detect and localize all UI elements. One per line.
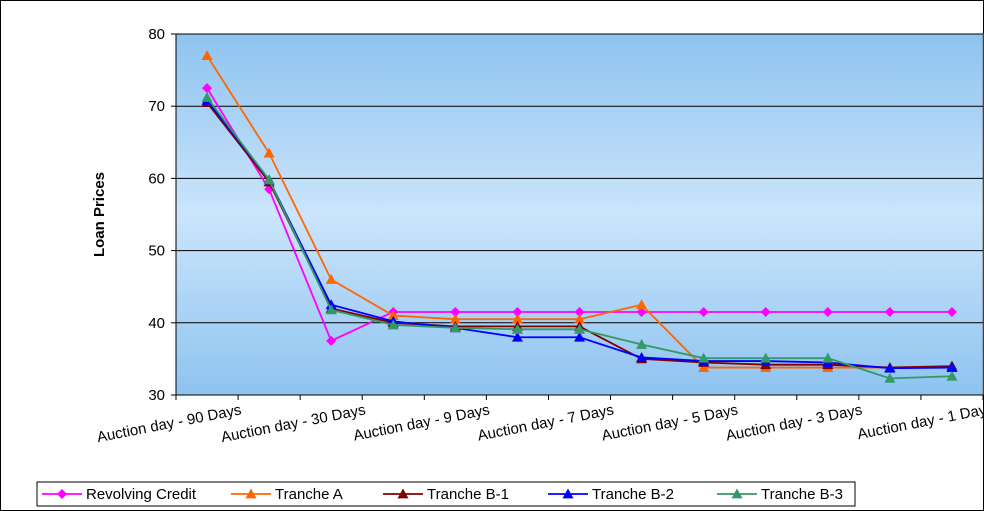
x-tick-label: Auction day - 1 Day (856, 401, 984, 443)
y-tick-label: 40 (148, 315, 165, 332)
legend-label: Tranche B-3 (761, 486, 843, 503)
x-tick-label: Auction day - 3 Days (724, 401, 863, 444)
y-axis-label: Loan Prices (91, 172, 108, 257)
x-tick-label: Auction day - 9 Days (352, 401, 491, 444)
y-tick-label: 30 (148, 387, 165, 404)
y-tick-label: 50 (148, 243, 165, 260)
x-tick-label: Auction day - 30 Days (220, 401, 367, 446)
legend-label: Tranche B-1 (427, 486, 509, 503)
legend-label: Revolving Credit (86, 486, 197, 503)
y-tick-label: 80 (148, 26, 165, 43)
x-tick-label: Auction day - 7 Days (476, 401, 615, 444)
legend: Revolving Credit Tranche A Tranche B-1 Tran… (37, 482, 855, 506)
y-tick-label: 60 (148, 170, 165, 187)
legend-label: Tranche A (275, 486, 343, 503)
legend-label: Tranche B-2 (592, 486, 674, 503)
y-tick-labels: 30 40 50 60 70 80 (148, 26, 165, 404)
x-tick-label: Auction day - 5 Days (600, 401, 739, 444)
y-tick-label: 70 (148, 98, 165, 115)
